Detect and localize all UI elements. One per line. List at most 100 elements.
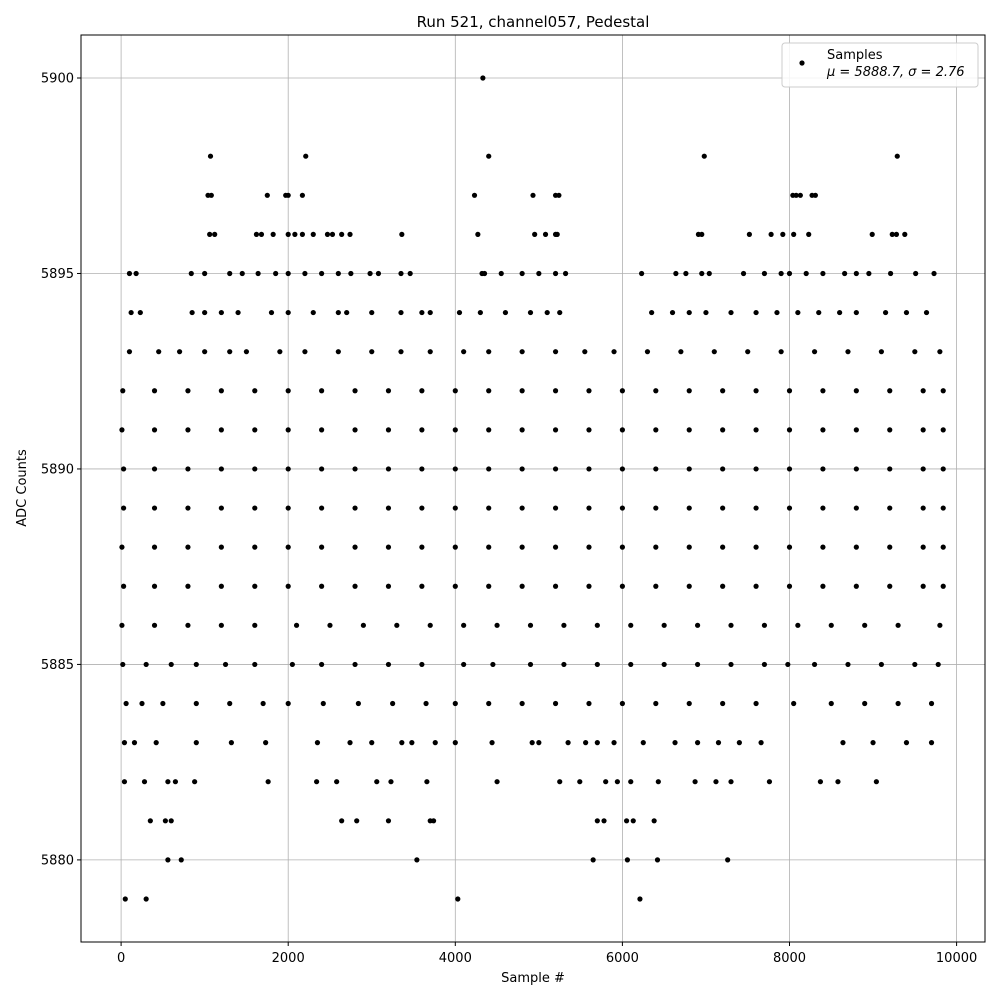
sample-point <box>151 544 158 550</box>
sample-point <box>869 231 875 237</box>
sample-point <box>791 700 797 707</box>
sample-point <box>121 779 128 785</box>
sample-point <box>153 740 159 746</box>
sample-point <box>285 466 291 472</box>
sample-point <box>285 700 291 707</box>
sample-point <box>878 349 884 355</box>
sample-point <box>532 231 538 237</box>
sample-point <box>385 661 392 668</box>
sample-point <box>319 427 325 433</box>
sample-point <box>786 544 793 550</box>
sample-point <box>277 349 283 355</box>
sample-point <box>586 466 592 472</box>
sample-point <box>319 544 325 550</box>
sample-point <box>561 661 567 668</box>
sample-point <box>519 505 525 511</box>
sample-point <box>835 779 841 785</box>
sample-point <box>795 309 801 316</box>
sample-point <box>728 779 734 785</box>
sample-point <box>120 661 126 668</box>
sample-point <box>669 309 676 316</box>
sample-point <box>123 700 129 707</box>
legend-entry-samples: Samples <box>827 48 883 63</box>
sample-point <box>398 309 404 316</box>
sample-point <box>394 622 400 628</box>
sample-point <box>736 740 742 746</box>
sample-point <box>355 700 361 707</box>
sample-point <box>486 466 492 472</box>
sample-point <box>192 779 198 785</box>
sample-point <box>268 309 275 316</box>
sample-point <box>758 740 764 746</box>
sample-point <box>414 857 420 863</box>
sample-point <box>894 153 900 159</box>
sample-point <box>486 153 492 159</box>
x-tick-label: 0 <box>117 951 125 966</box>
sample-point <box>289 661 295 668</box>
sample-point <box>285 544 291 550</box>
sample-point <box>126 270 133 277</box>
sample-point <box>360 622 366 628</box>
x-tick-label: 8000 <box>773 951 806 966</box>
sample-point <box>720 700 726 707</box>
sample-point <box>299 231 306 237</box>
sample-point <box>319 388 325 394</box>
sample-point <box>452 427 458 433</box>
sample-point <box>862 622 868 628</box>
sample-point <box>432 740 438 746</box>
sample-point <box>519 270 525 277</box>
sample-point <box>557 779 563 785</box>
sample-point <box>227 700 233 707</box>
sample-point <box>369 740 375 746</box>
sample-point <box>143 896 149 902</box>
sample-point <box>126 349 133 355</box>
sample-point <box>653 388 659 394</box>
sample-point <box>319 466 325 472</box>
sample-point <box>427 349 433 355</box>
sample-point <box>728 661 734 668</box>
sample-point <box>207 231 213 237</box>
sample-point <box>639 270 645 277</box>
sample-point <box>461 661 467 668</box>
sample-point <box>202 270 208 277</box>
sample-point <box>887 544 893 550</box>
sample-point <box>293 622 300 628</box>
sample-point <box>552 349 559 355</box>
sample-point <box>828 700 834 707</box>
sample-point <box>590 857 596 863</box>
sample-point <box>385 544 392 550</box>
sample-point <box>486 544 492 550</box>
sample-point <box>452 740 458 746</box>
sample-point <box>299 192 306 198</box>
sample-point <box>310 309 316 316</box>
sample-point <box>554 231 560 237</box>
sample-point <box>498 270 504 277</box>
sample-point <box>477 309 483 316</box>
sample-point <box>285 388 291 394</box>
sample-point <box>419 466 425 472</box>
sample-point <box>160 700 166 707</box>
sample-point <box>740 270 747 277</box>
y-axis-label: ADC Counts <box>15 449 30 527</box>
sample-point <box>583 740 589 746</box>
sample-point <box>552 388 559 394</box>
sample-point <box>686 700 692 707</box>
sample-point <box>678 349 684 355</box>
sample-point <box>398 349 404 355</box>
sample-point <box>303 153 309 159</box>
sample-point <box>746 231 752 237</box>
sample-point <box>536 740 542 746</box>
sample-point <box>222 661 229 668</box>
legend-entry-stats: μ = 5888.7, σ = 2.76 <box>826 65 965 80</box>
sample-point <box>903 309 910 316</box>
legend-box <box>781 42 979 88</box>
sample-point <box>711 349 717 355</box>
sample-point <box>489 740 495 746</box>
sample-point <box>369 349 375 355</box>
sample-point <box>619 427 625 433</box>
sample-point <box>452 466 458 472</box>
sample-point <box>811 349 818 355</box>
sample-point <box>430 818 437 824</box>
sample-point <box>928 700 935 707</box>
sample-point <box>694 740 701 746</box>
